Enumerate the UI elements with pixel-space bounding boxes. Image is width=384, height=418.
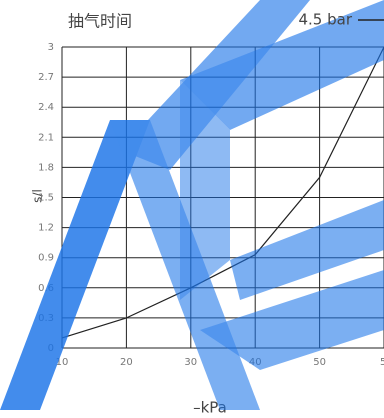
watermark-stroke bbox=[230, 200, 384, 300]
y-axis-label: s/l bbox=[31, 189, 45, 203]
y-tick-label: 1.5 bbox=[38, 193, 54, 204]
y-tick-label: 2.1 bbox=[38, 132, 54, 143]
y-tick-label: 3 bbox=[48, 42, 54, 53]
watermark-stroke bbox=[200, 270, 384, 370]
x-tick-label: 20 bbox=[120, 357, 133, 368]
watermark-stroke bbox=[180, 80, 230, 300]
chart-title: 抽气时间 bbox=[68, 12, 132, 31]
legend-label: 4.5 bar bbox=[298, 11, 352, 29]
data-line bbox=[61, 46, 384, 339]
y-tick-label: 1.8 bbox=[38, 162, 54, 173]
y-tick-label: 0.9 bbox=[38, 253, 54, 264]
x-tick-label: 50 bbox=[313, 357, 326, 368]
watermark-stroke bbox=[0, 120, 150, 410]
watermark-stroke bbox=[180, 0, 384, 130]
x-tick-label: 10 bbox=[56, 357, 69, 368]
x-tick-label: 30 bbox=[184, 357, 197, 368]
y-tick-label: 1.2 bbox=[38, 223, 54, 234]
y-tick-label: 2.4 bbox=[38, 102, 54, 113]
y-tick-label: 0.6 bbox=[38, 283, 54, 294]
x-tick-label: 55 bbox=[380, 357, 384, 368]
y-tick-label: 2.7 bbox=[38, 72, 54, 83]
